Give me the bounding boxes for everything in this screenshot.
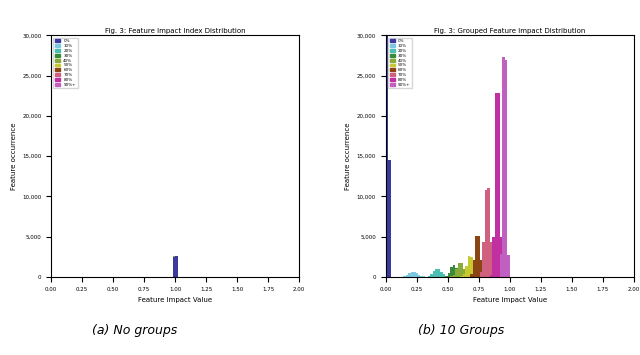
- Bar: [173, 257, 175, 277]
- Text: (a) No groups: (a) No groups: [92, 324, 177, 337]
- Bar: [502, 275, 505, 277]
- Title: Fig. 3: Grouped Feature Impact Distribution: Fig. 3: Grouped Feature Impact Distribut…: [434, 28, 586, 34]
- Bar: [458, 273, 460, 277]
- Bar: [413, 272, 415, 277]
- Bar: [418, 275, 420, 277]
- Bar: [472, 260, 475, 277]
- Bar: [175, 257, 177, 277]
- Bar: [470, 274, 472, 277]
- Bar: [500, 253, 502, 277]
- Bar: [173, 256, 175, 277]
- Bar: [475, 236, 477, 277]
- Bar: [173, 257, 175, 277]
- Bar: [175, 257, 177, 277]
- Y-axis label: Feature occurrence: Feature occurrence: [345, 122, 351, 190]
- Bar: [490, 242, 492, 277]
- Bar: [438, 269, 440, 277]
- Bar: [483, 242, 485, 277]
- Bar: [465, 275, 468, 277]
- Bar: [403, 276, 406, 277]
- Bar: [468, 256, 470, 277]
- Bar: [497, 93, 500, 277]
- Legend: 0%, 10%, 20%, 30%, 40%, 50%, 60%, 70%, 80%, 90%+: 0%, 10%, 20%, 30%, 40%, 50%, 60%, 70%, 8…: [53, 38, 77, 88]
- Bar: [445, 276, 448, 277]
- Bar: [465, 266, 468, 277]
- Bar: [173, 256, 175, 277]
- Bar: [428, 276, 430, 277]
- Bar: [406, 275, 408, 277]
- Bar: [485, 190, 488, 277]
- Bar: [448, 273, 450, 277]
- Bar: [495, 93, 497, 277]
- X-axis label: Feature Impact Value: Feature Impact Value: [472, 297, 547, 303]
- Bar: [508, 255, 509, 277]
- Bar: [440, 272, 443, 277]
- Text: (b) 10 Groups: (b) 10 Groups: [418, 324, 504, 337]
- Bar: [460, 263, 463, 277]
- Bar: [475, 273, 477, 277]
- Bar: [433, 271, 435, 277]
- Bar: [435, 269, 438, 277]
- Bar: [173, 257, 175, 277]
- Bar: [488, 188, 490, 277]
- Bar: [483, 274, 485, 277]
- Bar: [477, 236, 480, 277]
- Bar: [455, 269, 458, 277]
- Bar: [173, 257, 175, 277]
- Bar: [492, 237, 495, 277]
- Bar: [455, 268, 458, 277]
- Bar: [502, 57, 505, 277]
- Bar: [458, 263, 460, 277]
- Bar: [477, 276, 480, 277]
- X-axis label: Feature Impact Value: Feature Impact Value: [138, 297, 212, 303]
- Bar: [175, 257, 177, 277]
- Y-axis label: Feature occurrence: Feature occurrence: [11, 122, 17, 190]
- Bar: [408, 273, 410, 277]
- Bar: [460, 276, 463, 277]
- Bar: [492, 271, 495, 277]
- Bar: [175, 256, 177, 277]
- Bar: [470, 257, 472, 277]
- Bar: [175, 257, 177, 277]
- Bar: [452, 275, 455, 277]
- Bar: [415, 273, 418, 277]
- Bar: [463, 269, 465, 277]
- Bar: [173, 257, 175, 277]
- Bar: [386, 0, 388, 277]
- Bar: [175, 257, 177, 277]
- Bar: [388, 160, 391, 277]
- Title: Fig. 3: Feature Impact Index Distribution: Fig. 3: Feature Impact Index Distributio…: [105, 28, 245, 34]
- Bar: [490, 275, 492, 277]
- Bar: [175, 257, 177, 277]
- Bar: [173, 257, 175, 277]
- Bar: [410, 272, 413, 277]
- Bar: [463, 274, 465, 277]
- Bar: [173, 257, 175, 277]
- Bar: [443, 274, 445, 277]
- Bar: [505, 60, 508, 277]
- Bar: [445, 276, 448, 277]
- Bar: [430, 274, 433, 277]
- Legend: 0%, 10%, 20%, 30%, 40%, 50%, 60%, 70%, 80%, 90%+: 0%, 10%, 20%, 30%, 40%, 50%, 60%, 70%, 8…: [388, 38, 412, 88]
- Bar: [460, 276, 463, 277]
- Bar: [452, 264, 455, 277]
- Bar: [480, 272, 483, 277]
- Bar: [175, 257, 177, 277]
- Bar: [472, 265, 475, 277]
- Bar: [500, 237, 502, 277]
- Bar: [173, 257, 175, 277]
- Bar: [175, 256, 177, 277]
- Bar: [420, 276, 423, 277]
- Bar: [480, 261, 483, 277]
- Bar: [175, 257, 177, 277]
- Bar: [450, 267, 452, 277]
